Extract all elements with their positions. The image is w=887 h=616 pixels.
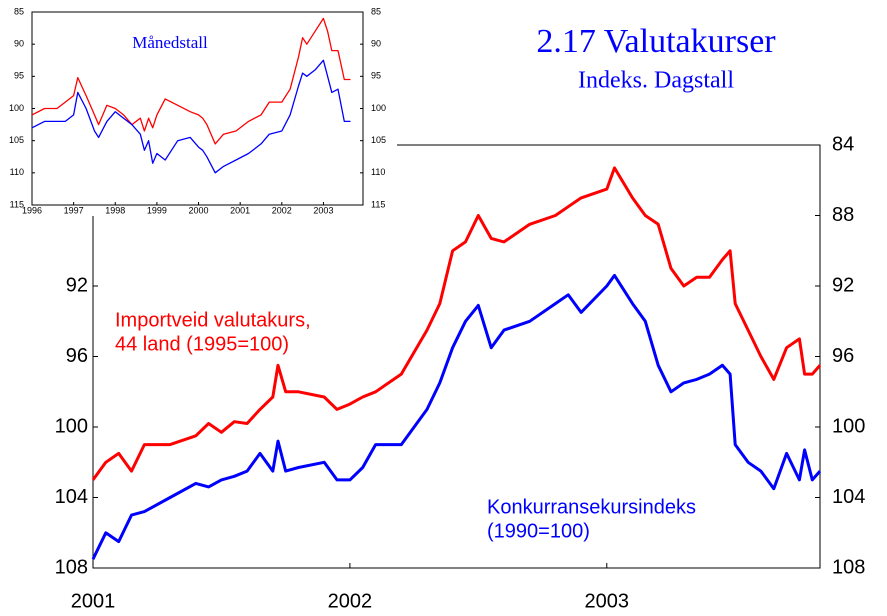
- x-tick-label: 2002: [272, 205, 292, 215]
- x-tick-label: 1996: [22, 205, 42, 215]
- y2-tick-label: 95: [371, 71, 381, 81]
- series-label: Konkurransekursindeks: [487, 496, 696, 518]
- x-tick-label: 2002: [328, 590, 373, 612]
- series-line: [91, 273, 822, 560]
- y2-tick-label: 110: [371, 167, 385, 177]
- x-tick-label: 1997: [64, 205, 84, 215]
- y2-tick-label: 88: [832, 204, 854, 226]
- y-tick-label: 96: [66, 345, 88, 367]
- y-tick-label: 115: [10, 199, 24, 209]
- x-tick-label: 2000: [189, 205, 209, 215]
- y2-tick-label: 100: [371, 103, 386, 113]
- y2-tick-label: 85: [371, 6, 381, 16]
- series-label: (1990=100): [487, 520, 590, 542]
- y-tick-label: 100: [55, 415, 88, 437]
- y2-tick-label: 84: [832, 133, 854, 155]
- x-tick-label: 1999: [147, 205, 167, 215]
- series-line: [31, 17, 351, 145]
- inset-box: [0, 0, 397, 216]
- x-tick-label: 2003: [313, 205, 333, 215]
- y-tick-label: 104: [55, 486, 88, 508]
- y2-tick-label: 90: [371, 39, 381, 49]
- x-tick-label: 1998: [105, 205, 125, 215]
- series-line: [31, 59, 351, 174]
- y2-tick-label: 115: [371, 199, 385, 209]
- chart-subtitle: Indeks. Dagstall: [578, 68, 734, 94]
- y2-tick-label: 92: [832, 274, 854, 296]
- series-label: Importveid valutakurs,: [115, 309, 311, 331]
- y-tick-label: 100: [9, 103, 24, 113]
- x-tick-label: 2003: [585, 590, 630, 612]
- y-tick-label: 110: [10, 167, 24, 177]
- y2-tick-label: 108: [832, 556, 865, 578]
- y-tick-label: 105: [9, 135, 24, 145]
- y-tick-label: 108: [55, 556, 88, 578]
- series-line: [91, 166, 822, 481]
- y2-tick-label: 105: [371, 135, 386, 145]
- y-tick-label: 92: [66, 274, 88, 296]
- y2-tick-label: 104: [832, 486, 865, 508]
- x-tick-label: 2001: [230, 205, 250, 215]
- y2-tick-label: 100: [832, 415, 865, 437]
- y-tick-label: 95: [14, 71, 24, 81]
- y2-tick-label: 96: [832, 345, 854, 367]
- series-label: 44 land (1995=100): [115, 333, 289, 355]
- y-tick-label: 85: [14, 6, 24, 16]
- y-tick-label: 90: [14, 39, 24, 49]
- x-tick-label: 2001: [71, 590, 116, 612]
- annotation: Månedstall: [132, 33, 208, 52]
- chart-title: 2.17 Valutakurser: [536, 23, 776, 60]
